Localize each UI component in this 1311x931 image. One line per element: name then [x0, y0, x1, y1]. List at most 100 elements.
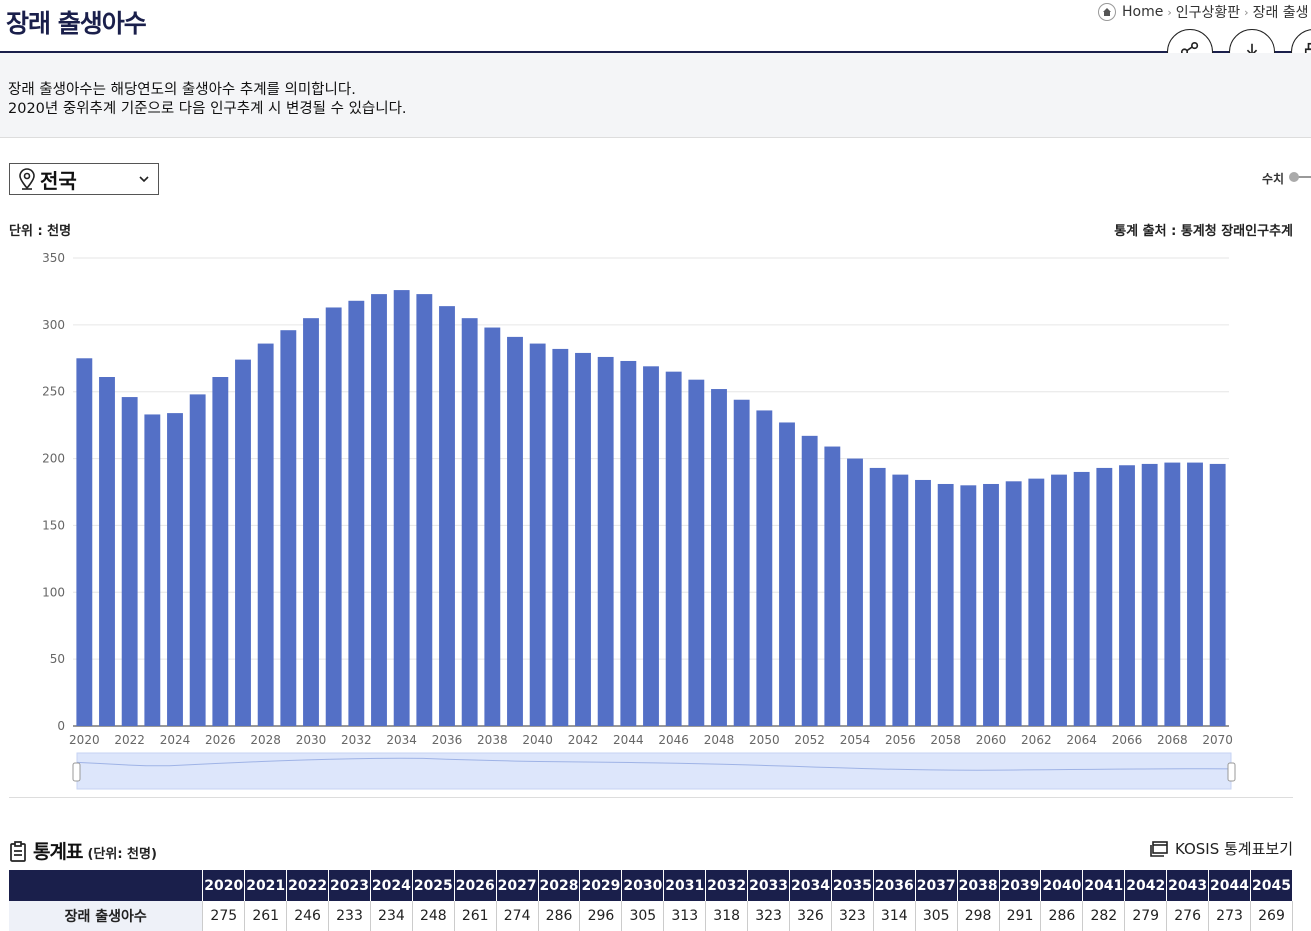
x-tick-label: 2038	[477, 733, 508, 747]
bar-2067[interactable]	[1141, 463, 1158, 726]
stat-table-unit: (단위: 천명)	[87, 847, 157, 862]
table-cell: 313	[663, 901, 707, 931]
bar-2055[interactable]	[869, 467, 886, 726]
bar-2043[interactable]	[597, 356, 614, 726]
kosis-link[interactable]: KOSIS 통계표보기	[1149, 838, 1293, 859]
y-tick-label: 100	[42, 585, 65, 599]
table-year-header: 2028	[538, 870, 581, 901]
value-toggle-track[interactable]	[1292, 176, 1311, 178]
bar-2040[interactable]	[529, 343, 546, 726]
table-cell: 248	[412, 901, 455, 931]
table-cell: 282	[1082, 901, 1126, 931]
bar-2024[interactable]	[167, 413, 183, 726]
bar-2037[interactable]	[461, 318, 478, 726]
bar-2059[interactable]	[960, 485, 977, 726]
bar-2046[interactable]	[665, 371, 682, 726]
table-cell: 326	[789, 901, 832, 931]
bar-2070[interactable]	[1209, 463, 1226, 726]
bar-2065[interactable]	[1096, 467, 1113, 726]
table-cell: 323	[831, 901, 874, 931]
bar-2020[interactable]	[76, 358, 93, 726]
table-year-header: 2041	[1082, 870, 1126, 901]
bar-2064[interactable]	[1073, 471, 1090, 726]
table-cell: 314	[873, 901, 916, 931]
y-tick-label: 0	[57, 719, 65, 733]
table-cell: 305	[621, 901, 665, 931]
bar-2026[interactable]	[212, 377, 229, 726]
bar-2035[interactable]	[416, 294, 433, 726]
table-cell: 291	[999, 901, 1042, 931]
bar-2069[interactable]	[1187, 462, 1203, 726]
description-line-2: 2020년 중위추계 기준으로 다음 인구추계 시 변경될 수 있습니다.	[8, 101, 407, 117]
zoom-handle-left[interactable]	[72, 762, 81, 782]
bar-2052[interactable]	[801, 435, 818, 726]
bar-2034[interactable]	[393, 290, 410, 726]
bar-2048[interactable]	[711, 389, 727, 726]
table-year-header: 2038	[957, 870, 1000, 901]
zoom-handle-right[interactable]	[1227, 762, 1236, 782]
table-cell: 286	[538, 901, 581, 931]
bar-2027[interactable]	[235, 359, 251, 726]
table-cell: 286	[1040, 901, 1084, 931]
table-cell: 305	[915, 901, 958, 931]
y-tick-label: 50	[50, 652, 65, 666]
bar-2029[interactable]	[280, 330, 297, 726]
bar-2041[interactable]	[552, 348, 569, 726]
bar-2021[interactable]	[99, 377, 115, 726]
location-pin-icon	[19, 168, 35, 190]
chart-divider	[9, 797, 1293, 798]
bar-2036[interactable]	[439, 306, 455, 726]
bar-2045[interactable]	[643, 366, 659, 726]
bar-2038[interactable]	[484, 327, 501, 726]
value-toggle-label: 수치	[1262, 172, 1285, 186]
bar-2058[interactable]	[937, 483, 954, 726]
bar-2047[interactable]	[688, 379, 705, 726]
x-tick-label: 2022	[114, 733, 145, 747]
bar-2063[interactable]	[1051, 474, 1067, 726]
bar-2062[interactable]	[1028, 478, 1045, 726]
bar-2050[interactable]	[756, 410, 773, 726]
value-toggle-knob[interactable]	[1289, 172, 1299, 182]
breadcrumb-home[interactable]: Home	[1122, 4, 1164, 20]
bar-2054[interactable]	[847, 458, 863, 726]
window-icon	[1150, 840, 1168, 857]
bar-2032[interactable]	[348, 300, 365, 726]
bar-2042[interactable]	[575, 352, 591, 726]
bar-2049[interactable]	[733, 399, 750, 726]
home-icon[interactable]	[1098, 3, 1116, 21]
bar-2066[interactable]	[1119, 465, 1135, 726]
table-cell: 279	[1124, 901, 1168, 931]
x-tick-label: 2066	[1112, 733, 1143, 747]
region-select[interactable]: 전국	[9, 163, 159, 195]
bar-2033[interactable]	[371, 294, 387, 726]
bar-2060[interactable]	[983, 483, 999, 726]
bar-2028[interactable]	[257, 343, 274, 726]
bar-2022[interactable]	[121, 397, 138, 726]
bar-2068[interactable]	[1164, 462, 1181, 726]
x-tick-label: 2070	[1202, 733, 1233, 747]
bar-2057[interactable]	[915, 479, 931, 726]
table-row-label: 장래 출생아수	[9, 901, 204, 931]
x-tick-label: 2040	[522, 733, 553, 747]
x-tick-label: 2036	[432, 733, 463, 747]
x-tick-label: 2058	[930, 733, 961, 747]
table-year-header: 2042	[1124, 870, 1168, 901]
bar-2025[interactable]	[189, 394, 206, 726]
breadcrumb-population[interactable]: 인구상황판	[1175, 5, 1241, 21]
bar-2031[interactable]	[325, 307, 342, 726]
zoom-slider-track[interactable]	[76, 752, 1232, 790]
bar-2039[interactable]	[507, 336, 523, 726]
bar-2023[interactable]	[144, 414, 161, 726]
x-tick-label: 2068	[1157, 733, 1188, 747]
bar-2030[interactable]	[303, 318, 319, 726]
table-year-header: 2034	[789, 870, 832, 901]
table-cell: 246	[286, 901, 330, 931]
table-year-header: 2023	[328, 870, 371, 901]
bar-2053[interactable]	[824, 446, 841, 726]
bar-2051[interactable]	[779, 422, 795, 726]
bar-2056[interactable]	[892, 474, 909, 726]
table-cell: 318	[705, 901, 749, 931]
bar-2044[interactable]	[620, 360, 637, 726]
clipboard-icon	[10, 840, 26, 862]
bar-2061[interactable]	[1005, 481, 1022, 726]
